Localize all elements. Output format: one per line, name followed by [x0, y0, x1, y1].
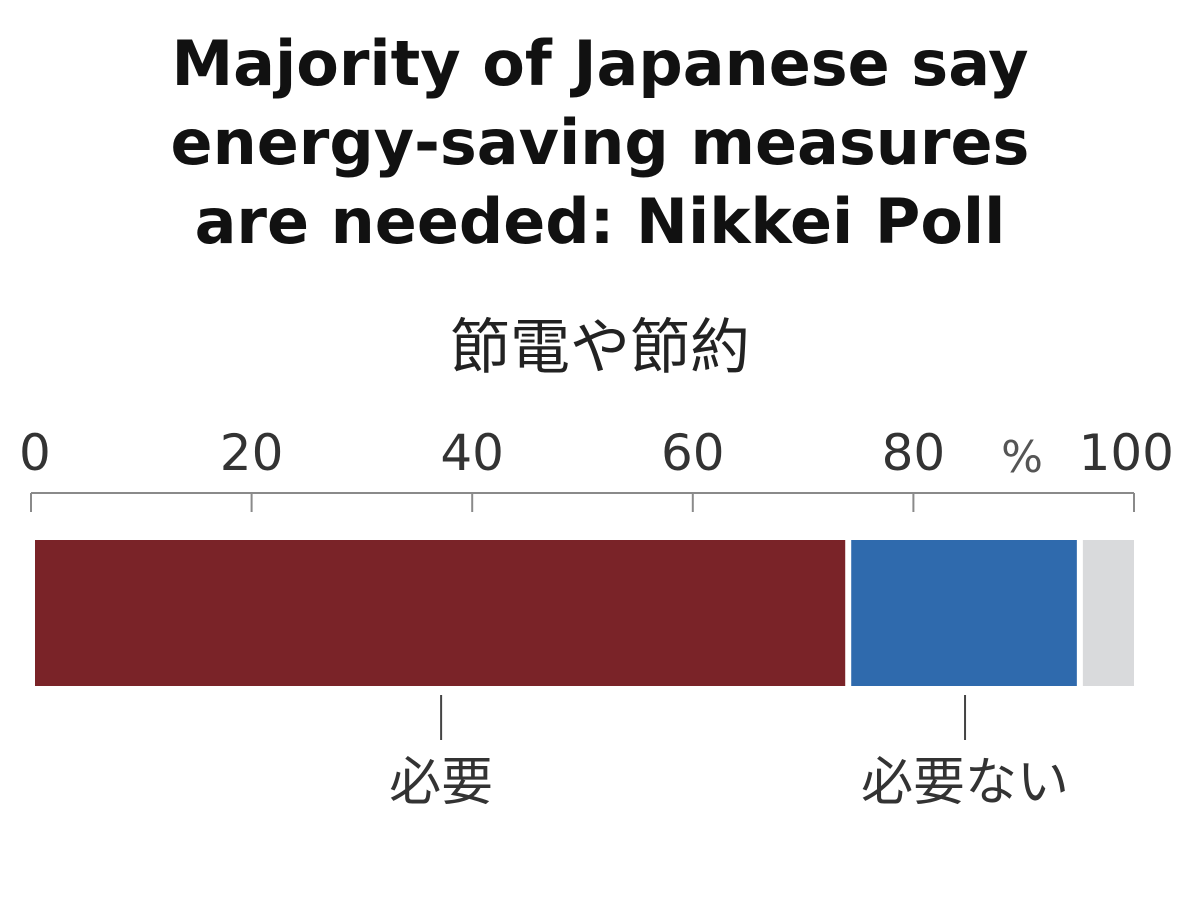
chart-title-line-3: are needed: Nikkei Poll: [194, 185, 1006, 258]
bar-segment: [851, 540, 1077, 686]
x-tick-label: 40: [440, 424, 504, 482]
x-tick-label: 100: [1079, 424, 1174, 482]
segment-label: 必要: [389, 753, 493, 813]
chart-title-line-1: Majority of Japanese say: [171, 27, 1029, 100]
bar-segments: [35, 540, 1134, 686]
segment-labels: 必要 必要ない: [389, 695, 1069, 813]
axis-unit-label: %: [1001, 432, 1043, 483]
x-tick-label: 60: [661, 424, 725, 482]
x-tick-label: 80: [882, 424, 946, 482]
bar-segment: [1082, 540, 1134, 686]
segment-label: 必要ない: [861, 753, 1069, 813]
chart-subtitle: 節電や節約: [450, 313, 750, 383]
chart-title-line-2: energy-saving measures: [170, 106, 1030, 179]
bar-segment: [35, 540, 846, 686]
chart-title: Majority of Japanese say energy-saving m…: [0, 24, 1200, 261]
x-tick-label: 20: [220, 424, 284, 482]
x-tick-label: 0: [19, 424, 51, 482]
x-axis-ticks: 0 20 40 60 80 100: [19, 424, 1174, 512]
